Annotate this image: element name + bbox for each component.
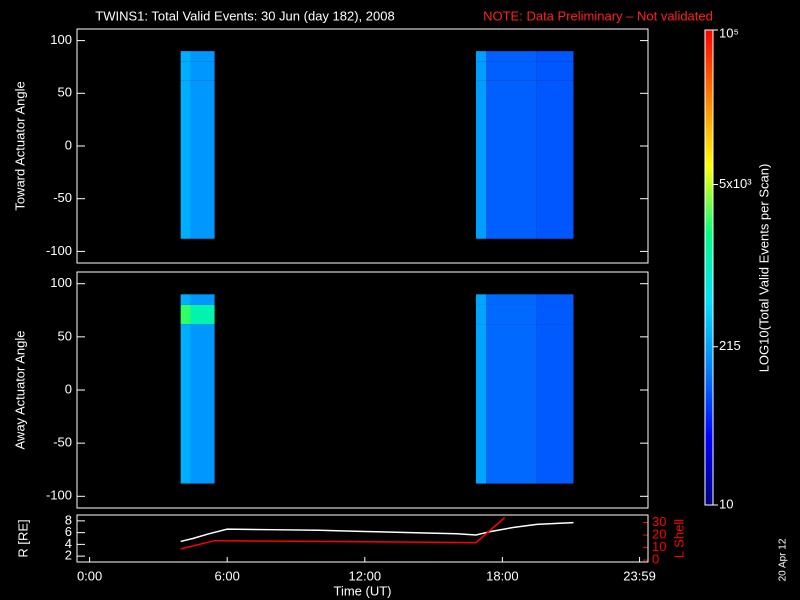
heatmap-cell [180,61,191,81]
y-tick-label: 50 [58,328,72,343]
heatmap-cell [536,294,574,305]
heatmap-cell [190,324,215,484]
y-tick-label: 0 [65,137,72,152]
y-tick-label: -100 [46,488,72,503]
y2-tick-label: 20 [652,526,666,541]
line [180,516,506,550]
colorbar-tick-label: 10⁵ [719,25,739,40]
y-tick-label: 4 [65,536,72,551]
y-tick-label: -50 [53,190,72,205]
heatmap-cell [180,324,191,484]
heatmap-cell [476,294,487,305]
heatmap-cell [190,61,215,81]
panel-frame [76,514,649,563]
colorbar-tick-label: 215 [719,338,741,353]
note: NOTE: Data Preliminary – Not validated [483,8,713,23]
colorbar [704,29,714,506]
y-tick-label: 0 [65,381,72,396]
y-axis-label: Away Actuator Angle [12,330,27,449]
date-stamp: 20 Apr 12 [778,538,789,581]
x-tick-label: 6:00 [215,568,240,583]
y2-tick-label: 10 [652,539,666,554]
heatmap-cell [486,304,537,325]
y-tick-label: 2 [65,548,72,563]
heatmap-cell [180,80,191,239]
chart-title: TWINS1: Total Valid Events: 30 Jun (day … [95,8,394,23]
x-axis-label: Time (UT) [333,583,391,598]
heatmap-cell [190,51,215,62]
heatmap-cell [536,51,574,62]
heatmap-cell [190,304,215,325]
y-tick-label: 6 [65,524,72,539]
y-tick-label: -50 [53,435,72,450]
heatmap-cell [476,80,487,239]
heatmap-cell [180,304,191,325]
x-tick-label: 23:59 [623,568,656,583]
heatmap-cell [476,51,487,62]
y2-tick-label: 0 [652,552,659,567]
heatmap-cell [190,80,215,239]
y-tick-label: 50 [58,85,72,100]
y-tick-label: 8 [65,512,72,527]
y-tick-label: 100 [50,32,72,47]
line [180,521,574,543]
heatmap-cell [536,324,574,484]
heatmap-cell [180,51,191,62]
heatmap-cell [536,304,574,325]
heatmap-cell [486,61,537,81]
heatmap-cell [486,51,537,62]
y-tick-label: -100 [46,243,72,258]
y-axis-label: R [RE] [15,519,30,557]
x-tick-label: 0:00 [77,568,102,583]
colorbar-tick-label: 10 [719,496,733,511]
heatmap-cell [486,80,537,239]
heatmap-cell [180,294,191,305]
heatmap-cell [536,61,574,81]
heatmap-cell [486,294,537,305]
y2-axis-label: L Shell [671,519,686,558]
x-tick-label: 12:00 [349,568,382,583]
x-tick-label: 18:00 [486,568,519,583]
y-axis-label: Toward Actuator Angle [12,81,27,210]
heatmap-cell [476,324,487,484]
colorbar-tick-label: 5x10³ [719,176,752,191]
heatmap-cell [476,304,487,325]
heatmap-cell [190,294,215,305]
colorbar-label: LOG10(Total Valid Events per Scan) [756,164,771,373]
heatmap-cell [476,61,487,81]
heatmap-cell [486,324,537,484]
y-tick-label: 100 [50,275,72,290]
y2-tick-label: 30 [652,514,666,529]
heatmap-cell [536,80,574,239]
